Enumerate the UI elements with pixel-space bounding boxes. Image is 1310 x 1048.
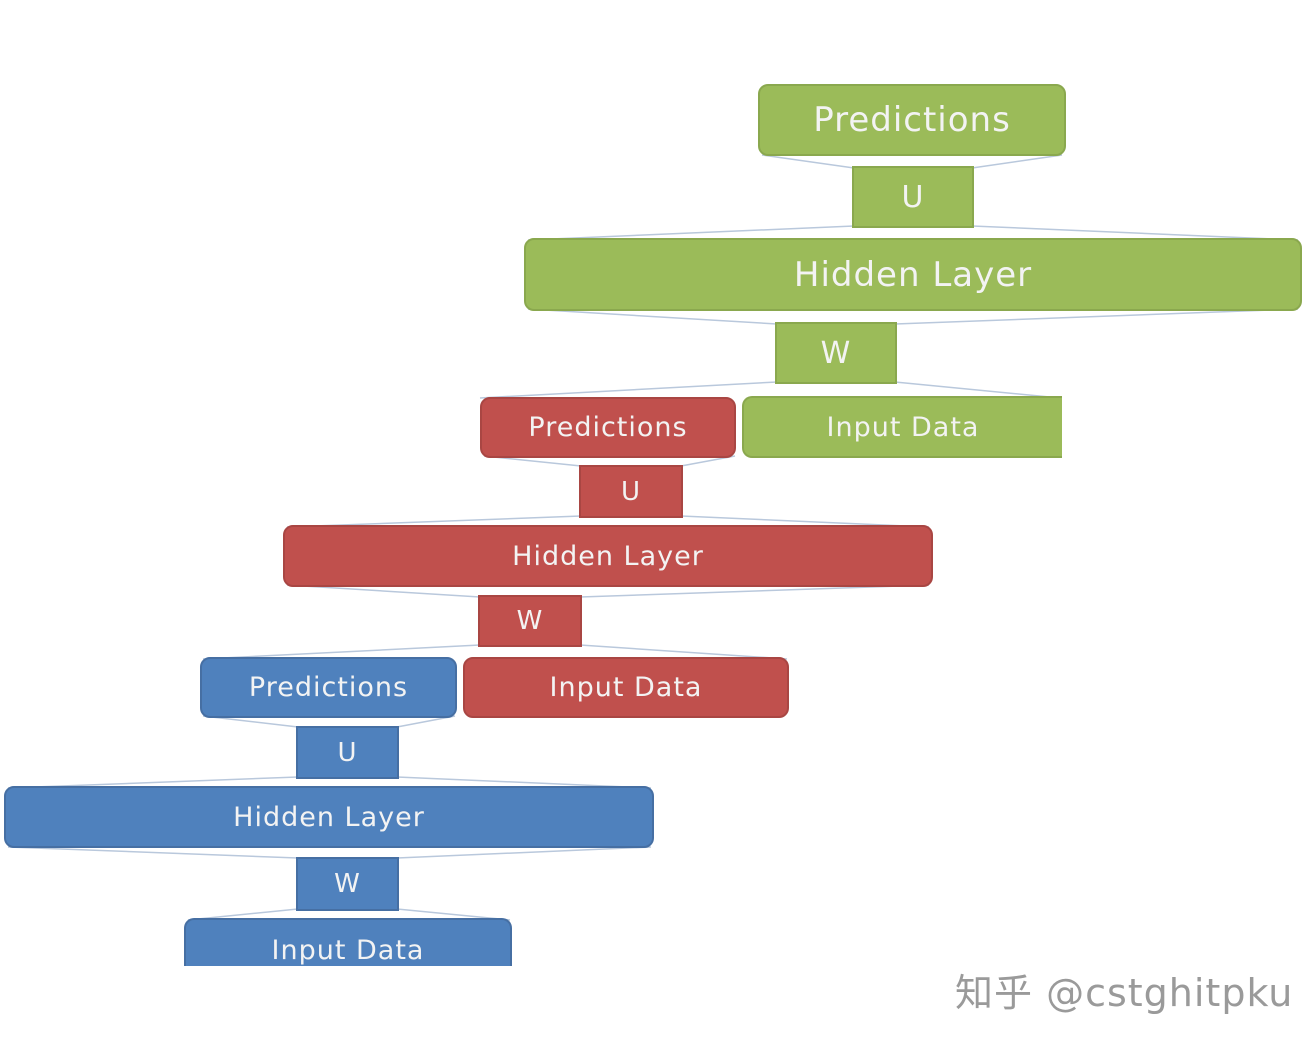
green-input-data-label: Input Data [826,411,980,443]
red-predictions-box: Predictions [480,397,736,458]
red-input-data-box: Input Data [463,657,789,718]
red-hidden-layer-box: Hidden Layer [283,525,933,587]
green-predictions-label: Predictions [813,100,1011,140]
blue-hidden-layer-label: Hidden Layer [233,801,425,833]
green-u-weight-box: U [852,166,974,228]
blue-input-data-label: Input Data [271,934,425,966]
blue-hidden-layer-box: Hidden Layer [4,786,654,848]
green-w-weight-box: W [775,322,897,384]
watermark-text: 知乎 @cstghitpku [955,971,1294,1015]
red-input-data-label: Input Data [549,672,703,703]
green-w-label: W [820,335,852,371]
green-u-label: U [901,179,925,215]
red-u-weight-box: U [579,465,683,518]
blue-w-weight-box: W [296,857,399,911]
blue-u-weight-box: U [296,726,399,779]
red-u-label: U [620,476,642,507]
blue-predictions-box: Predictions [200,657,457,718]
green-input-data-box: Input Data [742,396,1062,458]
blue-u-label: U [337,737,358,768]
red-hidden-layer-label: Hidden Layer [512,540,704,572]
red-w-weight-box: W [478,595,582,647]
blue-input-data-box: Input Data [184,918,512,966]
blue-w-label: W [334,869,361,899]
red-predictions-label: Predictions [528,412,688,443]
green-predictions-box: Predictions [758,84,1066,156]
green-hidden-layer-box: Hidden Layer [524,238,1302,311]
green-hidden-layer-label: Hidden Layer [793,254,1033,295]
red-w-label: W [516,606,544,636]
blue-predictions-label: Predictions [248,672,409,703]
